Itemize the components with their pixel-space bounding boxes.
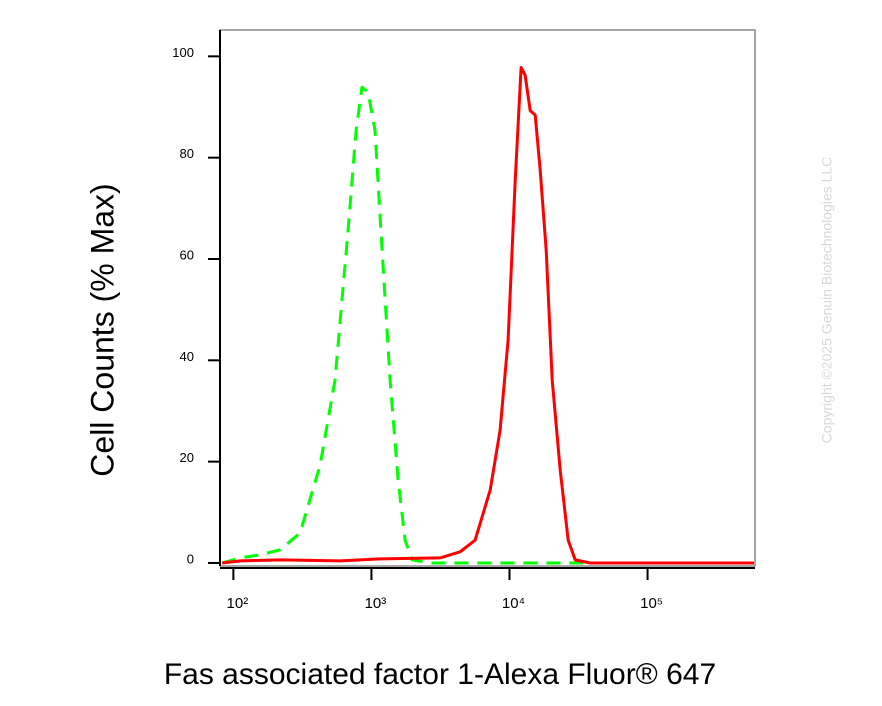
y-tick-label: 80: [180, 146, 194, 161]
y-axis-label: Cell Counts (% Max): [84, 183, 120, 476]
y-tick-label: 40: [180, 349, 194, 364]
series-line: [222, 66, 754, 565]
y-tick-label: 100: [172, 45, 194, 60]
x-axis-label: Fas associated factor 1-Alexa Fluor® 647: [164, 658, 716, 691]
watermark: Copyright ©2025 Genuin Biotechnologies L…: [819, 157, 835, 444]
x-tick-label: 10⁵: [640, 595, 663, 612]
x-tick-label: 10³: [365, 595, 387, 612]
series-line: [221, 85, 601, 565]
x-tick-label: 10⁴: [502, 595, 525, 612]
plot-frame: [219, 29, 756, 567]
y-tick-label: 0: [187, 551, 194, 566]
x-tick-label: 10²: [227, 595, 249, 612]
y-tick-label: 60: [180, 247, 194, 262]
y-tick-label: 20: [180, 450, 194, 465]
